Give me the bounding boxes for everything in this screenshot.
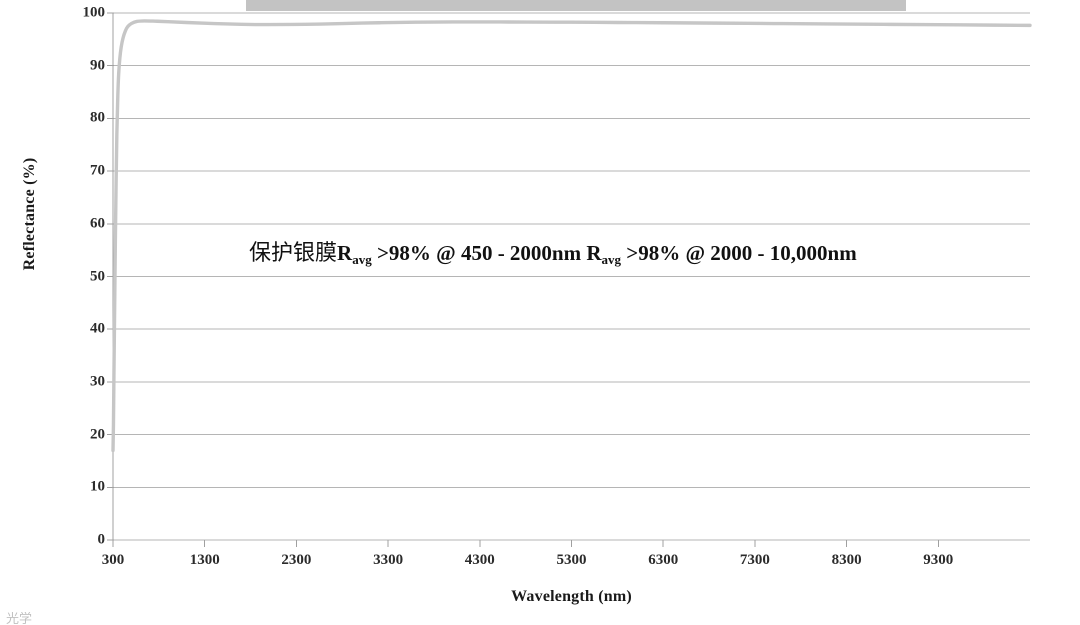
x-tick-label: 4300 (464, 552, 495, 568)
annotation-r1-symbol: R (337, 241, 353, 265)
annotation-r1-subscript: avg (352, 252, 372, 267)
x-tick-label: 5300 (556, 552, 587, 568)
annotation-r2-symbol: R (586, 241, 602, 265)
bottom-strip-label: 光学 (6, 612, 33, 625)
y-tick-label: 60 (90, 215, 105, 232)
spec-annotation: 保护银膜Ravg >98% @ 450 - 2000nm Ravg >98% @… (249, 241, 857, 267)
y-tick-label: 100 (82, 4, 106, 21)
y-tick-label: 40 (90, 320, 105, 337)
x-tick-label: 9300 (923, 552, 954, 568)
plot-area (107, 12, 1032, 547)
x-tick-label: 8300 (831, 552, 862, 568)
y-tick-label: 70 (90, 162, 105, 179)
annotation-cjk-text: 保护银膜 (249, 241, 338, 266)
data-series-layer (111, 19, 1032, 453)
gray-header-bar (246, 0, 906, 11)
y-tick-label: 80 (90, 109, 105, 126)
x-tick-label: 1300 (189, 552, 220, 568)
y-tick-label: 90 (90, 57, 105, 74)
x-tick-label: 300 (101, 552, 125, 568)
y-tick-label: 50 (90, 268, 105, 284)
annotation-r2-text: >98% @ 2000 - 10,000nm (621, 241, 857, 265)
y-tick-labels: 0 10 20 30 40 50 60 70 80 90 100 (60, 0, 106, 560)
gridlines (113, 12, 1030, 541)
page-bottom-strip: 光学 (0, 612, 340, 625)
x-tick-labels: 300 1300 2300 3300 4300 5300 6300 7300 8300 9300 (0, 552, 1080, 576)
y-tick-label: 10 (90, 478, 105, 495)
y-axis-title: Reflectance (%) (21, 157, 38, 271)
x-tick-marks (112, 540, 939, 547)
y-tick-marks (107, 12, 114, 541)
x-tick-label: 6300 (648, 552, 679, 568)
annotation-r2-subscript: avg (601, 252, 622, 267)
x-axis-title: Wavelength (nm) (511, 588, 632, 605)
reflectance-chart: 0 10 20 30 40 50 60 70 80 90 100 300 1300 2300 3300 43… (0, 0, 1080, 605)
annotation-r1-text: >98% @ 450 - 2000nm (371, 241, 587, 265)
y-tick-label: 0 (97, 531, 106, 548)
y-tick-label: 20 (90, 426, 105, 443)
x-tick-label: 7300 (739, 552, 770, 568)
x-tick-label: 3300 (373, 552, 404, 568)
y-tick-label: 30 (90, 373, 105, 390)
x-tick-label: 2300 (281, 552, 312, 568)
